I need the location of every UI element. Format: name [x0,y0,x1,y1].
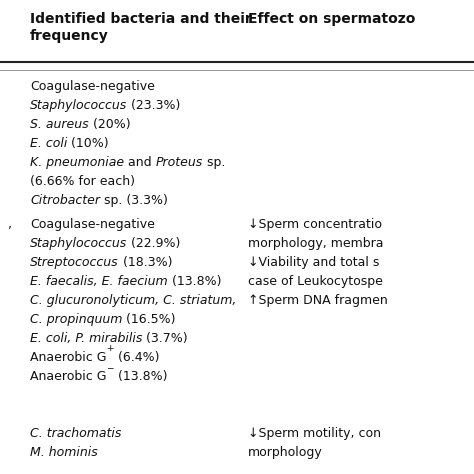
Text: Identified bacteria and their
frequency: Identified bacteria and their frequency [30,12,252,43]
Text: (16.5%): (16.5%) [122,313,176,326]
Text: C. trachomatis: C. trachomatis [30,427,121,440]
Text: M. hominis: M. hominis [30,446,98,459]
Text: (13.8%): (13.8%) [168,275,221,288]
Text: ,: , [8,218,12,231]
Text: +: + [107,344,114,353]
Text: K. pneumoniae: K. pneumoniae [30,156,124,169]
Text: ↓Sperm motility, con: ↓Sperm motility, con [248,427,381,440]
Text: morphology: morphology [248,446,323,459]
Text: E. coli: E. coli [30,137,67,150]
Text: Staphylococcus: Staphylococcus [30,237,127,250]
Text: (3.7%): (3.7%) [142,332,188,345]
Text: C. glucuronolyticum, C. striatum,: C. glucuronolyticum, C. striatum, [30,294,237,307]
Text: Streptococcus: Streptococcus [30,256,118,269]
Text: Coagulase-negative: Coagulase-negative [30,218,155,231]
Text: (23.3%): (23.3%) [127,99,181,112]
Text: (13.8%): (13.8%) [114,370,167,383]
Text: (6.66% for each): (6.66% for each) [30,175,135,188]
Text: Effect on spermatozo: Effect on spermatozo [248,12,415,26]
Text: and: and [124,156,156,169]
Text: sp. (3.3%): sp. (3.3%) [100,194,168,207]
Text: sp.: sp. [203,156,225,169]
Text: E. faecalis, E. faecium: E. faecalis, E. faecium [30,275,168,288]
Text: Anaerobic G: Anaerobic G [30,351,107,364]
Text: morphology, membra: morphology, membra [248,237,383,250]
Text: C. propinquum: C. propinquum [30,313,122,326]
Text: case of Leukocytospe: case of Leukocytospe [248,275,383,288]
Text: (18.3%): (18.3%) [118,256,172,269]
Text: Anaerobic G: Anaerobic G [30,370,107,383]
Text: ↓Viability and total s: ↓Viability and total s [248,256,379,269]
Text: ↓Sperm concentratio: ↓Sperm concentratio [248,218,382,231]
Text: Proteus: Proteus [156,156,203,169]
Text: Coagulase-negative: Coagulase-negative [30,80,155,93]
Text: (6.4%): (6.4%) [114,351,159,364]
Text: (20%): (20%) [89,118,130,131]
Text: S. aureus: S. aureus [30,118,89,131]
Text: (22.9%): (22.9%) [127,237,181,250]
Text: −: − [107,363,114,372]
Text: (10%): (10%) [67,137,109,150]
Text: Citrobacter: Citrobacter [30,194,100,207]
Text: Staphylococcus: Staphylococcus [30,99,127,112]
Text: E. coli, P. mirabilis: E. coli, P. mirabilis [30,332,142,345]
Text: ↑Sperm DNA fragmen: ↑Sperm DNA fragmen [248,294,388,307]
